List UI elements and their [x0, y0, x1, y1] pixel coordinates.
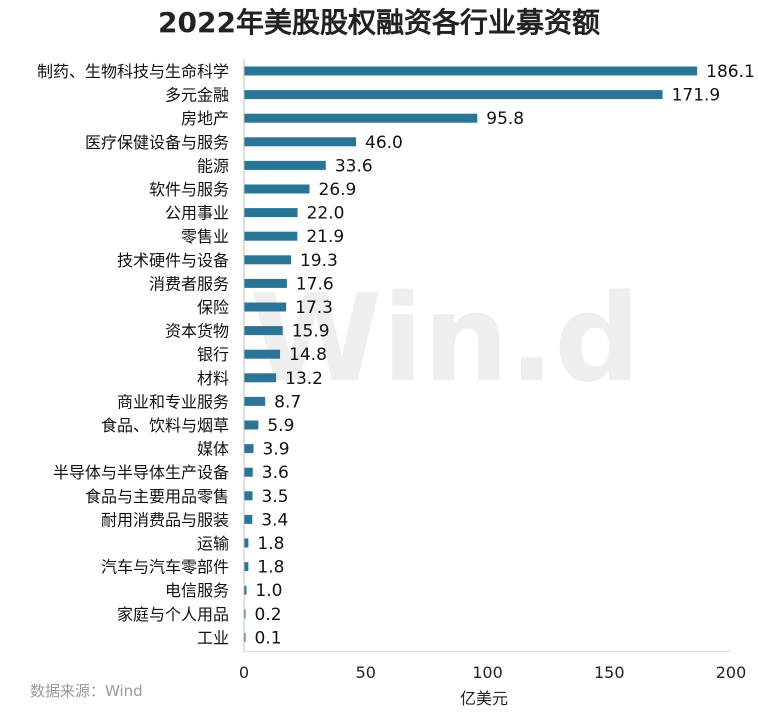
bar: [244, 90, 663, 100]
category-label: 消费者服务: [149, 274, 229, 293]
value-label: 3.4: [261, 510, 288, 530]
bar: [244, 373, 277, 383]
bar: [244, 609, 246, 619]
watermark: Win.d: [250, 270, 640, 409]
value-label: 17.3: [295, 298, 333, 318]
value-label: 186.1: [706, 62, 755, 82]
category-label: 商业和专业服务: [117, 392, 229, 411]
x-tick-label: 50: [356, 663, 376, 682]
bar: [244, 538, 249, 548]
value-label: 8.7: [274, 392, 301, 412]
bar: [244, 349, 281, 359]
bar: [244, 255, 291, 265]
value-label: 33.6: [335, 156, 373, 176]
bar: [244, 444, 254, 454]
value-label: 1.8: [257, 558, 284, 578]
category-label: 医疗保健设备与服务: [85, 133, 229, 152]
category-label: 工业: [197, 628, 229, 647]
category-label: 食品、饮料与烟草: [101, 416, 229, 435]
bar: [244, 632, 246, 642]
bar: [244, 184, 310, 194]
x-tick-label: 0: [239, 663, 249, 682]
value-label: 3.9: [262, 440, 289, 460]
category-label: 技术硬件与设备: [117, 251, 229, 270]
x-axis: 0 50 100 150 200: [239, 59, 746, 682]
bars-layer: 制药、生物科技与生命科学 186.1 多元金融 171.9 房地产 95.8 医疗保健设备与…: [37, 62, 755, 648]
source-note: 数据来源：Wind: [30, 682, 143, 700]
category-label: 能源: [197, 156, 229, 175]
category-label: 多元金融: [165, 86, 229, 105]
bar: [244, 326, 283, 336]
bar: [244, 514, 253, 524]
value-label: 26.9: [319, 180, 357, 200]
bar: [244, 420, 259, 430]
category-label: 耐用消费品与服装: [101, 510, 229, 529]
category-label: 媒体: [197, 440, 229, 459]
value-label: 5.9: [267, 416, 294, 436]
value-label: 21.9: [306, 227, 344, 247]
value-label: 1.0: [255, 581, 282, 601]
value-label: 19.3: [300, 251, 338, 271]
value-label: 46.0: [365, 133, 403, 153]
category-label: 电信服务: [165, 581, 229, 600]
bar: [244, 66, 698, 76]
category-label: 材料: [197, 369, 229, 388]
category-label: 半导体与半导体生产设备: [53, 463, 229, 482]
category-label: 家庭与个人用品: [117, 605, 229, 624]
category-label: 公用事业: [165, 204, 229, 223]
value-label: 15.9: [292, 322, 330, 342]
x-axis-label: 亿美元: [460, 689, 508, 708]
value-label: 22.0: [307, 204, 345, 224]
value-label: 0.2: [255, 605, 282, 625]
x-tick-label: 100: [472, 663, 503, 682]
bar: [244, 467, 253, 477]
category-label: 食品与主要用品零售: [85, 487, 229, 506]
value-label: 3.5: [262, 487, 289, 507]
category-label: 资本货物: [165, 322, 229, 341]
value-label: 13.2: [285, 369, 323, 389]
category-label: 零售业: [181, 227, 229, 246]
bar: [244, 208, 298, 218]
value-label: 17.6: [296, 274, 334, 294]
bar: [244, 562, 249, 572]
value-label: 14.8: [289, 345, 327, 365]
value-label: 3.6: [262, 463, 289, 483]
bar: [244, 113, 478, 123]
chart-title: 2022年美股股权融资各行业募资额: [158, 6, 600, 39]
bar: [244, 491, 253, 501]
value-label: 95.8: [486, 109, 524, 129]
bar: [244, 396, 266, 406]
bar: [244, 160, 326, 170]
value-label: 0.1: [255, 628, 282, 648]
category-label: 银行: [197, 345, 229, 364]
category-label: 运输: [197, 534, 229, 553]
bar: [244, 231, 298, 241]
category-label: 软件与服务: [149, 180, 229, 199]
bar: [244, 137, 357, 147]
category-label: 制药、生物科技与生命科学: [37, 62, 229, 81]
bar: [244, 278, 287, 288]
value-label: 171.9: [672, 86, 721, 106]
category-label: 房地产: [181, 109, 229, 128]
x-tick-label: 200: [716, 663, 747, 682]
category-label: 汽车与汽车零部件: [101, 558, 229, 577]
value-label: 1.8: [257, 534, 284, 554]
x-tick-label: 150: [594, 663, 625, 682]
category-label: 保险: [197, 298, 229, 317]
bar: [244, 585, 247, 595]
bar: [244, 302, 287, 312]
